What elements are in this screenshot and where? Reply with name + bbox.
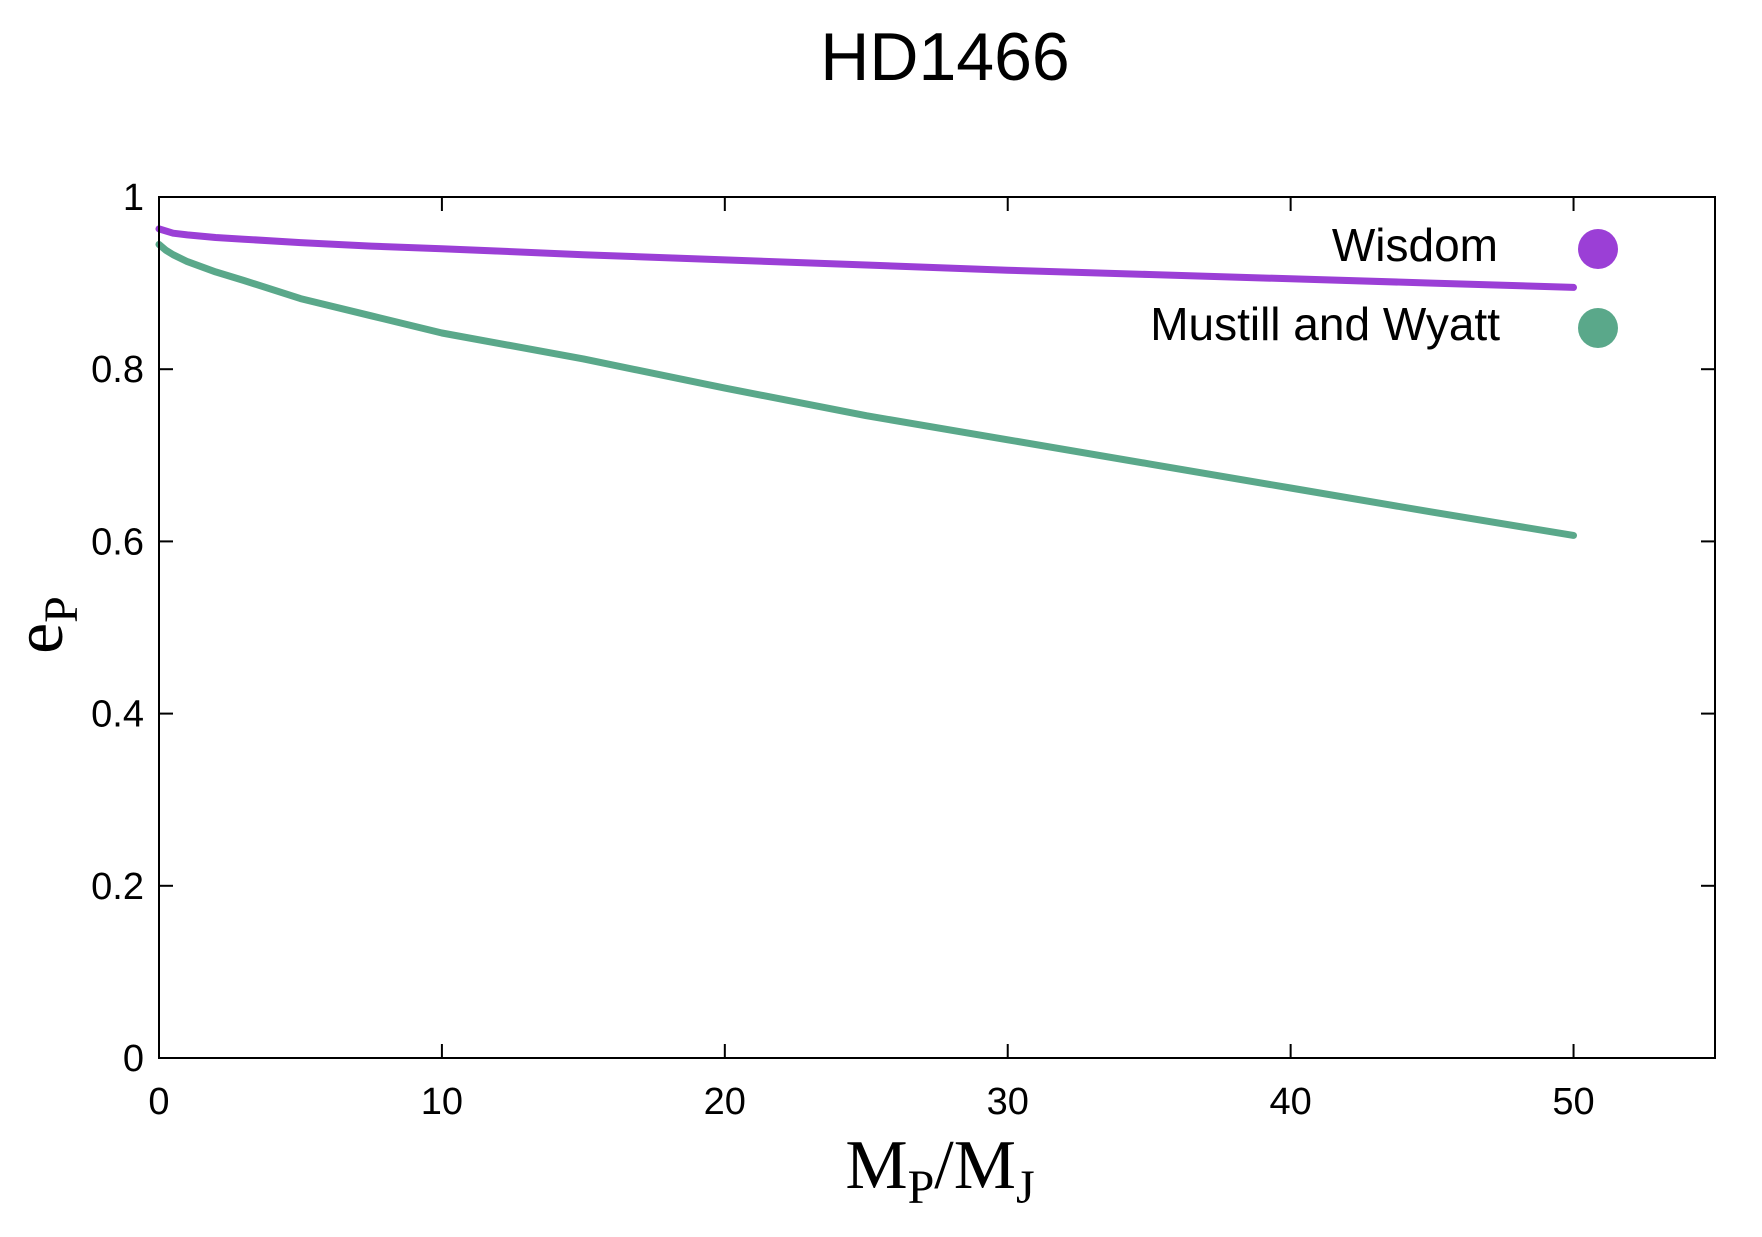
y-tick-label: 1: [123, 177, 144, 219]
y-axis-label: eP: [1, 596, 88, 654]
y-tick-label: 0.8: [91, 349, 144, 391]
legend: Wisdom Mustill and Wyatt: [1150, 219, 1618, 350]
series-line-mustill-and-wyatt: [155, 240, 1577, 539]
x-tick-label: 10: [421, 1081, 463, 1123]
x-axis-label-sub2: J: [1016, 1161, 1035, 1214]
x-tick-label: 50: [1552, 1081, 1594, 1123]
x-tick-label: 0: [148, 1081, 169, 1123]
y-tick-labels: 0 0.2 0.4 0.6 0.8 1: [91, 177, 144, 1080]
series-layer: [155, 225, 1577, 539]
x-axis-label-main: M: [845, 1127, 907, 1204]
legend-label-mustill-and-wyatt: Mustill and Wyatt: [1150, 298, 1500, 350]
legend-label-wisdom: Wisdom: [1332, 219, 1498, 271]
x-axis-label-slash: /M: [934, 1127, 1016, 1204]
x-tick-label: 40: [1269, 1081, 1311, 1123]
y-axis-label-sub: P: [35, 596, 88, 623]
series-line-wisdom: [155, 225, 1577, 291]
y-tick-label: 0.4: [91, 694, 144, 736]
y-tick-label: 0.2: [91, 866, 144, 908]
y-tick-label: 0.6: [91, 521, 144, 563]
legend-marker-wisdom: [1578, 229, 1618, 269]
chart-title: HD1466: [820, 19, 1070, 95]
x-axis-label: MP/MJ: [845, 1127, 1034, 1214]
x-tick-label: 20: [704, 1081, 746, 1123]
plot-frame: [158, 196, 1716, 1059]
x-tick-labels: 0 10 20 30 40 50: [148, 1081, 1594, 1123]
y-axis-label-main: e: [1, 623, 78, 654]
x-axis-label-sub1: P: [908, 1161, 935, 1214]
x-tick-label: 30: [987, 1081, 1029, 1123]
legend-marker-mustill-and-wyatt: [1578, 308, 1618, 348]
y-tick-label: 0: [123, 1038, 144, 1080]
